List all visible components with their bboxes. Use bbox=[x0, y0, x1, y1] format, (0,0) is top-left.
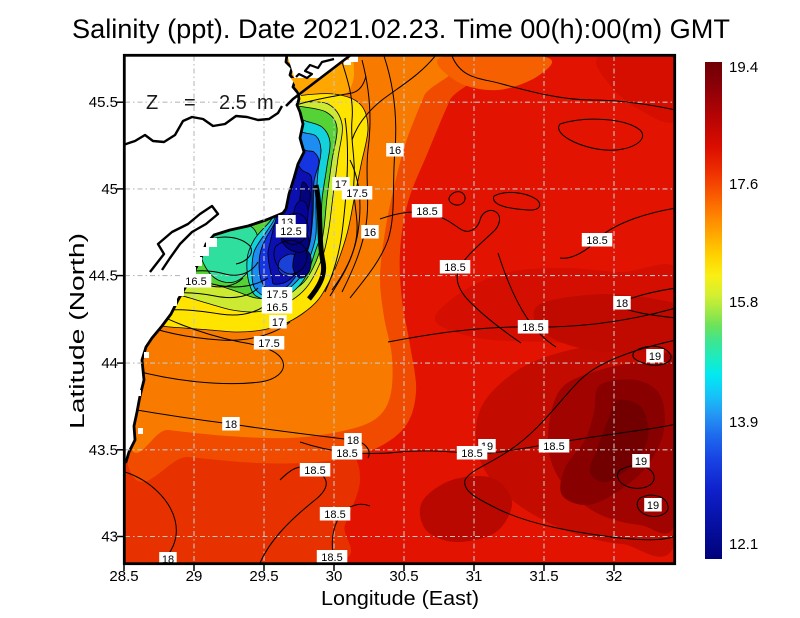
svg-text:15.8: 15.8 bbox=[729, 294, 758, 311]
svg-text:18.5: 18.5 bbox=[336, 448, 357, 460]
svg-text:12.1: 12.1 bbox=[729, 536, 758, 553]
svg-text:30: 30 bbox=[326, 568, 343, 585]
svg-text:19.4: 19.4 bbox=[729, 59, 758, 76]
svg-text:16.5: 16.5 bbox=[185, 276, 206, 288]
svg-text:13.9: 13.9 bbox=[729, 414, 758, 431]
svg-text:29.5: 29.5 bbox=[249, 568, 278, 585]
svg-text:29: 29 bbox=[186, 568, 203, 585]
svg-text:28.5: 28.5 bbox=[109, 568, 138, 585]
svg-text:43.5: 43.5 bbox=[89, 442, 118, 459]
svg-text:18: 18 bbox=[347, 435, 359, 447]
svg-text:=: = bbox=[184, 92, 196, 114]
svg-text:19: 19 bbox=[649, 351, 661, 363]
svg-text:18.5: 18.5 bbox=[543, 441, 564, 453]
svg-text:18: 18 bbox=[225, 419, 237, 431]
svg-text:17.6: 17.6 bbox=[729, 176, 758, 193]
svg-text:31.5: 31.5 bbox=[529, 568, 558, 585]
svg-text:18.5: 18.5 bbox=[444, 262, 465, 274]
svg-text:Latitude (North): Latitude (North) bbox=[67, 233, 89, 429]
svg-text:18.5: 18.5 bbox=[586, 235, 607, 247]
svg-text:18.5: 18.5 bbox=[304, 465, 325, 477]
svg-text:Salinity (ppt). Date 2021.02.2: Salinity (ppt). Date 2021.02.23. Time 00… bbox=[72, 14, 730, 44]
svg-text:18.5: 18.5 bbox=[324, 509, 345, 521]
svg-text:18: 18 bbox=[616, 298, 628, 310]
svg-text:18.5: 18.5 bbox=[321, 552, 342, 564]
svg-text:16: 16 bbox=[389, 145, 401, 157]
svg-text:m: m bbox=[257, 92, 274, 114]
svg-text:18.5: 18.5 bbox=[461, 448, 482, 460]
svg-text:44: 44 bbox=[101, 355, 118, 372]
svg-text:17.5: 17.5 bbox=[266, 289, 287, 301]
svg-text:18: 18 bbox=[162, 554, 174, 566]
svg-text:44.5: 44.5 bbox=[89, 268, 118, 285]
svg-text:30.5: 30.5 bbox=[389, 568, 418, 585]
svg-text:17: 17 bbox=[272, 317, 284, 329]
svg-text:19: 19 bbox=[635, 456, 647, 468]
svg-text:17.5: 17.5 bbox=[346, 188, 367, 200]
svg-text:16.5: 16.5 bbox=[266, 302, 287, 314]
svg-text:16: 16 bbox=[364, 227, 376, 239]
svg-text:2.5: 2.5 bbox=[219, 92, 247, 114]
svg-text:43: 43 bbox=[101, 529, 118, 546]
svg-text:17.5: 17.5 bbox=[258, 338, 279, 350]
svg-text:Z: Z bbox=[146, 92, 158, 114]
svg-text:18.5: 18.5 bbox=[522, 322, 543, 334]
svg-text:45.5: 45.5 bbox=[89, 94, 118, 111]
svg-text:12.5: 12.5 bbox=[280, 226, 301, 238]
svg-text:18.5: 18.5 bbox=[416, 206, 437, 218]
svg-text:31: 31 bbox=[466, 568, 483, 585]
svg-text:45: 45 bbox=[101, 181, 118, 198]
svg-text:19: 19 bbox=[647, 500, 659, 512]
svg-text:Longitude (East): Longitude (East) bbox=[321, 588, 479, 610]
svg-text:32: 32 bbox=[606, 568, 623, 585]
